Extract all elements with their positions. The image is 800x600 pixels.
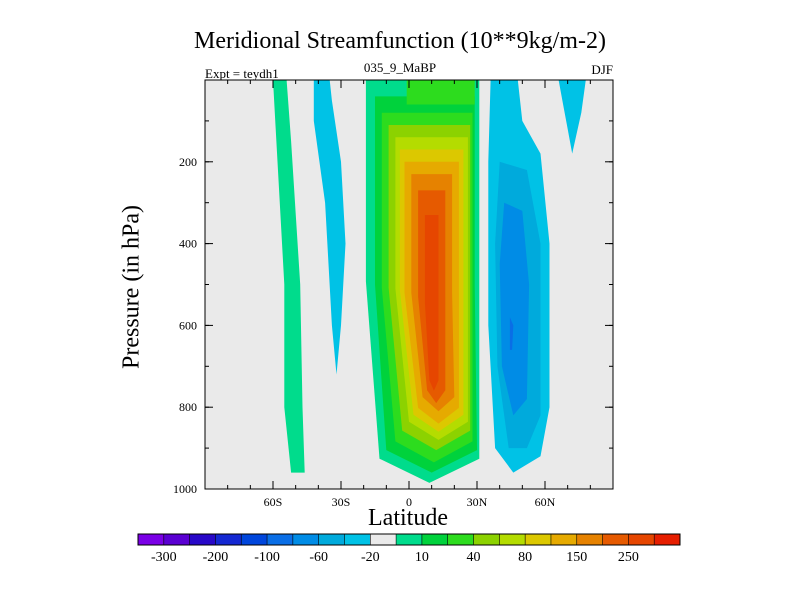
y-tick-label: 600 [179, 318, 197, 332]
contour-fill [424, 215, 439, 391]
region-nh-negative-cell [488, 80, 550, 473]
region-sh-subtropical-cell [273, 80, 305, 473]
x-tick-label: 60N [535, 495, 556, 509]
colorbar-swatch [292, 534, 319, 545]
contour-fill [558, 80, 586, 154]
colorbar-swatch [421, 534, 449, 545]
y-tick-label: 1000 [173, 482, 197, 496]
colorbar-label: 250 [618, 550, 639, 565]
colorbar-frame [137, 533, 681, 546]
colorbar-swatch [602, 534, 629, 545]
colorbar-swatch [499, 534, 526, 545]
colorbar-swatch [525, 534, 552, 545]
colorbar: -300 -200 -100 -60 -20 10 40 80 150 250 [137, 533, 681, 565]
colorbar-label: 150 [566, 550, 587, 565]
colorbar-label: -20 [361, 550, 380, 565]
y-tick-label: 200 [179, 155, 197, 169]
colorbar-swatch [138, 534, 165, 545]
x-tick-label: 30N [467, 495, 488, 509]
colorbar-swatch [654, 534, 681, 545]
colorbar-label: -200 [203, 550, 229, 565]
contour-fill [406, 80, 475, 105]
contour-fill [273, 80, 305, 473]
contour-fill [313, 80, 346, 375]
colorbar-swatch [576, 534, 603, 545]
colorbar-swatch [318, 534, 345, 545]
colorbar-swatch [215, 534, 242, 545]
case-label: 035_9_MaBP [363, 60, 437, 75]
y-tick-label: 400 [179, 237, 197, 251]
chart-title: Meridional Streamfunction (10**9kg/m-2) [194, 28, 606, 54]
contour-fill [509, 317, 514, 350]
colorbar-label: -60 [309, 550, 328, 565]
season-label: DJF [591, 62, 613, 77]
x-tick-label: 0 [406, 495, 412, 509]
region-nh-polar-negative [558, 80, 586, 154]
colorbar-swatch [241, 534, 268, 545]
colorbar-swatch [189, 534, 216, 545]
colorbar-label: 10 [415, 550, 429, 565]
colorbar-label: -100 [254, 550, 280, 565]
colorbar-swatch [550, 534, 578, 545]
x-tick-label: 60S [264, 495, 283, 509]
colorbar-swatch [396, 534, 423, 545]
region-hadley-cell [365, 80, 480, 483]
colorbar-swatch [370, 534, 397, 545]
y-tick-label: 800 [179, 400, 197, 414]
x-axis-label: Latitude [368, 505, 448, 531]
colorbar-swatch [344, 534, 371, 545]
contour-fill [499, 202, 530, 416]
experiment-label: Expt = teydh1 [205, 66, 279, 81]
colorbar-label: -300 [151, 550, 177, 565]
colorbar-swatch [628, 534, 655, 545]
colorbar-swatch [163, 534, 190, 545]
colorbar-label: 40 [467, 550, 481, 565]
colorbar-swatch [267, 534, 294, 545]
colorbar-swatch [473, 534, 500, 545]
x-tick-label: 30S [332, 495, 351, 509]
colorbar-label: 80 [518, 550, 532, 565]
colorbar-swatch [447, 534, 474, 545]
